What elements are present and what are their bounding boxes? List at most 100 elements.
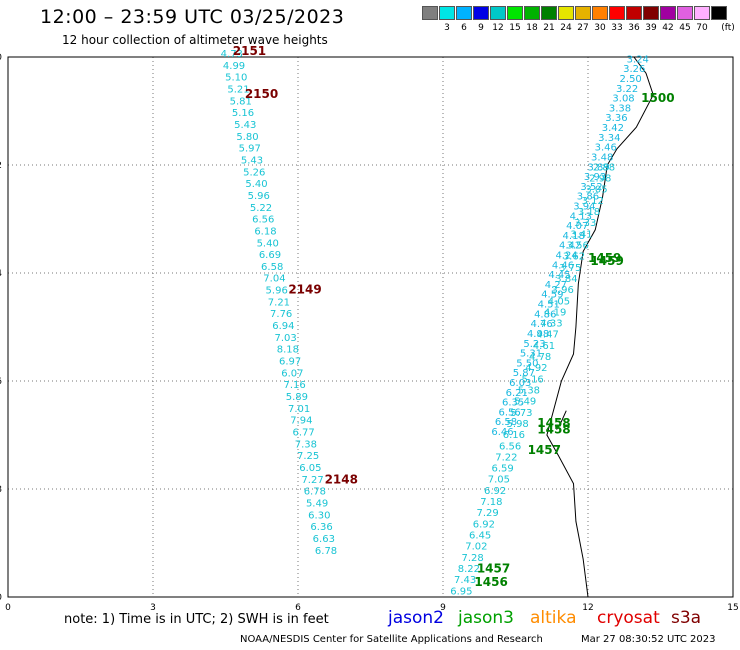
- scale-swatch: [422, 6, 438, 20]
- track-time-label: 1457: [528, 443, 561, 457]
- coastline: [546, 56, 654, 598]
- wave-height-value: 5.23: [523, 339, 545, 350]
- wave-height-value: 6.58: [261, 262, 283, 273]
- scale-label: 24: [560, 23, 572, 33]
- wave-height-value: 5.73: [510, 408, 532, 419]
- wave-height-value: 6.92: [473, 519, 495, 530]
- wave-height-value: 4.19: [544, 307, 566, 318]
- wave-height-value: 6.59: [492, 464, 514, 475]
- wave-height-value: 7.22: [495, 452, 517, 463]
- wave-height-value: 6.56: [252, 215, 274, 226]
- scale-swatch: [694, 6, 710, 20]
- track-time-label: 1458: [537, 416, 570, 430]
- wave-height-value: 7.28: [462, 553, 484, 564]
- wave-height-value: 7.04: [263, 274, 285, 285]
- wave-height-value: 4.86: [534, 309, 556, 320]
- wave-height-value: 5.49: [514, 397, 536, 408]
- wave-height-value: 3.42: [602, 123, 624, 134]
- wave-height-value: 3.62: [563, 252, 585, 263]
- scale-label: 18: [526, 23, 538, 33]
- y-tick-label: -16: [0, 377, 2, 387]
- x-tick-label: 12: [582, 603, 593, 613]
- scale-label: 3: [444, 23, 450, 33]
- satellite-label-jason3: jason3: [458, 608, 514, 628]
- scale-swatch: [711, 6, 727, 20]
- wave-height-value: 5.49: [306, 498, 328, 509]
- wave-height-value: 3.22: [616, 84, 638, 95]
- scale-label: 42: [662, 23, 674, 33]
- note-text: note: 1) Time is in UTC; 2) SWH is in fe…: [64, 612, 329, 627]
- scale-swatch: [439, 6, 455, 20]
- wave-height-value: 6.63: [313, 534, 335, 545]
- wave-height-value: 3.18: [578, 207, 600, 218]
- track-time-label: 1459: [588, 251, 621, 265]
- x-tick-label: 0: [5, 603, 11, 613]
- y-tick-label: -18: [0, 485, 2, 495]
- scale-unit: (ft): [721, 23, 735, 33]
- map-title: 12:00 – 23:59 UTC 03/25/2023: [40, 6, 345, 28]
- wave-height-value: 3.05: [585, 185, 607, 196]
- scale-label: 21: [543, 23, 555, 33]
- wave-height-value: 6.30: [308, 510, 330, 521]
- satellite-label-altika: altika: [530, 608, 577, 628]
- track-time-label: 1457: [477, 562, 510, 576]
- wave-height-value: 3.36: [605, 113, 627, 124]
- map-frame: [7, 56, 734, 598]
- wave-height-value: 2.98: [589, 174, 611, 185]
- scale-label: 6: [461, 23, 467, 33]
- wave-height-value: 5.96: [248, 191, 270, 202]
- satellite-label-jason2: jason2: [388, 608, 444, 628]
- y-tick-label: -10: [0, 53, 2, 63]
- wave-height-value: 7.18: [480, 497, 502, 508]
- wave-height-value: 6.16: [503, 430, 525, 441]
- wave-height-value: 4.51: [538, 300, 560, 311]
- wave-height-value: 6.07: [281, 368, 303, 379]
- wave-height-value: 5.87: [513, 368, 535, 379]
- wave-height-value: 6.35: [502, 398, 524, 409]
- scale-swatch: [677, 6, 693, 20]
- wave-height-value: 5.38: [518, 386, 540, 397]
- timestamp-text: Mar 27 08:30:52 UTC 2023: [581, 634, 716, 645]
- wave-height-value: 6.18: [254, 226, 276, 237]
- wave-height-value: 7.76: [270, 309, 292, 320]
- wave-height-value: 5.21: [227, 84, 249, 95]
- track-time-label: 2149: [288, 283, 321, 297]
- wave-height-value: 7.21: [268, 297, 290, 308]
- wave-height-value: 7.25: [297, 451, 319, 462]
- scale-label: 27: [577, 23, 589, 33]
- wave-height-value: 5.98: [507, 419, 529, 430]
- wave-height-value: 4.46: [552, 260, 574, 271]
- x-tick-label: 6: [295, 603, 301, 613]
- wave-height-value: 6.92: [484, 486, 506, 497]
- wave-height-value: 6.21: [506, 388, 528, 399]
- wave-height-value: 3.46: [595, 143, 617, 154]
- wave-height-value: 4.61: [533, 341, 555, 352]
- wave-height-value: 3.08: [612, 94, 634, 105]
- wave-height-value: 6.03: [509, 378, 531, 389]
- scale-swatch: [609, 6, 625, 20]
- scale-swatch: [524, 6, 540, 20]
- scale-label: 39: [645, 23, 657, 33]
- wave-height-value: 4.47: [537, 330, 559, 341]
- scale-swatch: [660, 6, 676, 20]
- wave-height-value: 4.05: [548, 296, 570, 307]
- scale-label: 45: [679, 23, 691, 33]
- wave-height-value: 5.50: [516, 358, 538, 369]
- track-time-label: 1458: [537, 422, 570, 436]
- x-tick-label: 15: [727, 603, 738, 613]
- y-tick-label: -12: [0, 161, 2, 171]
- wave-height-value: 3.12: [582, 196, 604, 207]
- wave-height-value: 5.81: [230, 96, 252, 107]
- wave-height-value: 3.38: [609, 103, 631, 114]
- satellite-label-s3a: s3a: [671, 608, 702, 628]
- map-subtitle: 12 hour collection of altimeter wave hei…: [62, 33, 328, 47]
- wave-height-value: 6.46: [491, 427, 513, 438]
- wave-height-value: 4.78: [529, 352, 551, 363]
- scale-swatch: [558, 6, 574, 20]
- x-tick-label: 9: [440, 603, 446, 613]
- scale-label: 30: [594, 23, 606, 33]
- scale-label: 70: [696, 23, 708, 33]
- wave-height-value: 5.43: [234, 120, 256, 131]
- wave-height-value: 5.16: [232, 108, 254, 119]
- wave-height-value: 3.52: [580, 182, 602, 193]
